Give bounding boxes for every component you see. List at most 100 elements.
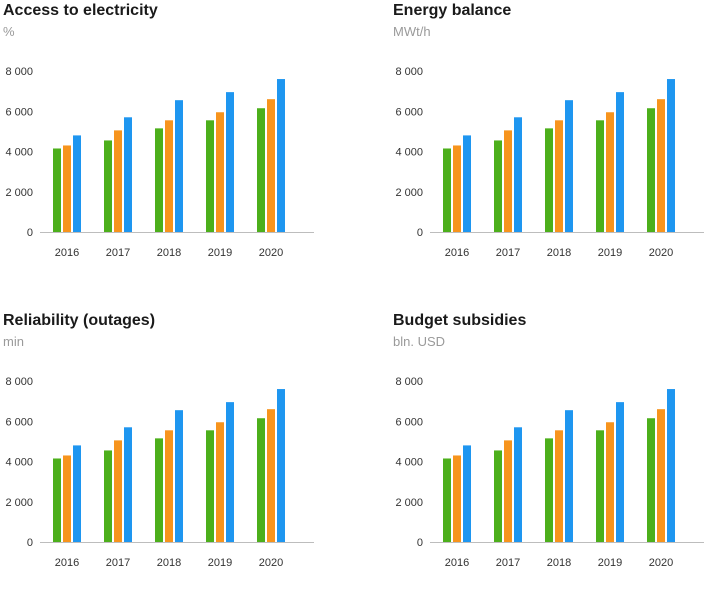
- x-tick-label: 2020: [649, 247, 673, 259]
- bar: [277, 79, 285, 232]
- bar: [63, 455, 71, 542]
- bar: [226, 92, 234, 232]
- chart-panel-energy-balance: Energy balance MWt/h 0 2 000 4 000 6 000 8 0…: [393, 0, 704, 280]
- bar: [616, 402, 624, 542]
- bar: [494, 140, 502, 232]
- bar: [657, 99, 665, 232]
- x-tick-label: 2018: [547, 247, 571, 259]
- bar: [555, 120, 563, 232]
- bar: [545, 438, 553, 542]
- y-tick-label: 4 000: [395, 457, 423, 469]
- y-tick-label: 2 000: [395, 497, 423, 509]
- bar: [216, 112, 224, 232]
- bar: [267, 409, 275, 542]
- bar: [616, 92, 624, 232]
- x-tick-label: 2017: [496, 247, 520, 259]
- bar: [216, 422, 224, 542]
- x-tick-label: 2019: [598, 247, 622, 259]
- x-tick-label: 2018: [157, 247, 181, 259]
- bar-chart: 0 2 000 4 000 6 000 8 000 2016 2017 2018 2019 202…: [5, 376, 314, 569]
- bar: [155, 128, 163, 232]
- bar: [114, 130, 122, 232]
- bar: [155, 438, 163, 542]
- bar: [124, 117, 132, 232]
- chart-unit-label: %: [3, 24, 15, 39]
- bar: [596, 120, 604, 232]
- bar: [443, 148, 451, 232]
- bar: [545, 128, 553, 232]
- y-tick-label: 0: [27, 227, 33, 239]
- y-tick-label: 8 000: [395, 66, 423, 78]
- bar: [555, 430, 563, 542]
- bar: [647, 108, 655, 232]
- bar: [165, 120, 173, 232]
- y-tick-label: 4 000: [5, 147, 33, 159]
- x-tick-label: 2020: [259, 247, 283, 259]
- bar: [206, 430, 214, 542]
- chart-unit-label: min: [3, 334, 24, 349]
- bar: [257, 108, 265, 232]
- bar: [606, 112, 614, 232]
- x-tick-label: 2016: [445, 557, 469, 569]
- x-tick-label: 2019: [598, 557, 622, 569]
- bar: [53, 458, 61, 542]
- bar: [514, 117, 522, 232]
- y-tick-label: 4 000: [5, 457, 33, 469]
- bar: [606, 422, 614, 542]
- bar: [453, 455, 461, 542]
- chart-title: Reliability (outages): [3, 312, 156, 329]
- bar: [277, 389, 285, 542]
- chart-panel-budget-subsidies: Budget subsidies bln. USD 0 2 000 4 000 6 0…: [393, 310, 704, 590]
- x-tick-label: 2020: [649, 557, 673, 569]
- chart-unit-label: MWt/h: [393, 24, 431, 39]
- y-tick-label: 0: [417, 227, 423, 239]
- bar: [514, 427, 522, 542]
- y-tick-label: 6 000: [395, 416, 423, 428]
- y-tick-label: 8 000: [5, 66, 33, 78]
- chart-panel-access-to-electricity: Access to electricity % 0 2 000 4 000 6 000…: [3, 0, 314, 280]
- x-tick-label: 2016: [445, 247, 469, 259]
- y-tick-label: 4 000: [395, 147, 423, 159]
- x-tick-label: 2019: [208, 557, 232, 569]
- bar: [63, 145, 71, 232]
- y-tick-label: 6 000: [395, 106, 423, 118]
- x-tick-label: 2017: [106, 557, 130, 569]
- y-tick-label: 6 000: [5, 106, 33, 118]
- bar: [504, 440, 512, 542]
- bar: [165, 430, 173, 542]
- bar: [565, 410, 573, 542]
- bar: [647, 418, 655, 542]
- bar: [453, 145, 461, 232]
- y-tick-label: 0: [27, 537, 33, 549]
- bar-chart: 0 2 000 4 000 6 000 8 000 2016 2017 2018 2019 202…: [395, 66, 704, 259]
- bar: [226, 402, 234, 542]
- bar: [124, 427, 132, 542]
- bar: [104, 140, 112, 232]
- y-tick-label: 2 000: [5, 497, 33, 509]
- bar: [73, 445, 81, 542]
- bar: [494, 450, 502, 542]
- y-tick-label: 2 000: [395, 187, 423, 199]
- bar-chart: 0 2 000 4 000 6 000 8 000 2016 2017 2018 2019 202…: [5, 66, 314, 259]
- bar: [73, 135, 81, 232]
- bar: [206, 120, 214, 232]
- bar: [175, 410, 183, 542]
- y-tick-label: 6 000: [5, 416, 33, 428]
- x-tick-label: 2018: [547, 557, 571, 569]
- bar: [463, 135, 471, 232]
- chart-unit-label: bln. USD: [393, 334, 446, 349]
- bar: [257, 418, 265, 542]
- bar: [657, 409, 665, 542]
- bar: [267, 99, 275, 232]
- x-tick-label: 2020: [259, 557, 283, 569]
- x-tick-label: 2017: [106, 247, 130, 259]
- chart-title: Energy balance: [393, 2, 512, 19]
- bar: [104, 450, 112, 542]
- chart-title: Access to electricity: [3, 2, 158, 19]
- bar: [175, 100, 183, 233]
- bar: [114, 440, 122, 542]
- bar: [53, 148, 61, 232]
- y-tick-label: 8 000: [5, 376, 33, 388]
- bar-chart: 0 2 000 4 000 6 000 8 000 2016 2017 2018 2019 202…: [395, 376, 704, 569]
- chart-panel-reliability-outages: Reliability (outages) min 0 2 000 4 000 6 0…: [3, 310, 314, 590]
